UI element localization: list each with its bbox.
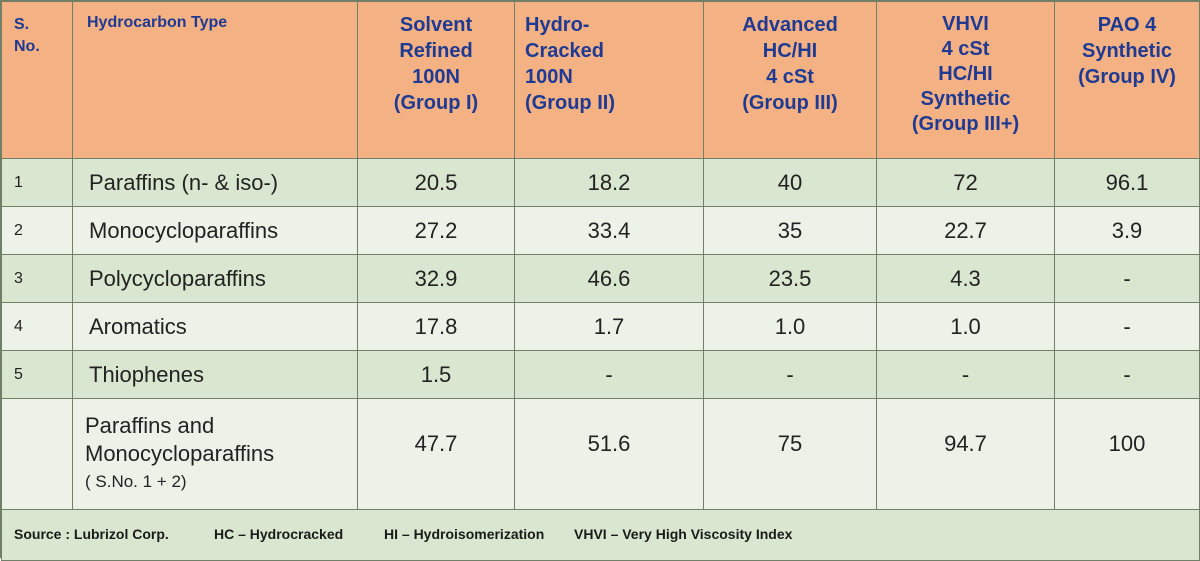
cell-group-iii-plus: 1.0 xyxy=(876,302,1055,351)
cell-group-i: 32.9 xyxy=(357,254,515,303)
cell-group-iii: 35 xyxy=(703,206,877,255)
row-sno: 2 xyxy=(1,206,73,255)
cell-group-i: 20.5 xyxy=(357,158,515,207)
row-sno: 4 xyxy=(1,302,73,351)
row-sno: 3 xyxy=(1,254,73,303)
cell-group-ii: - xyxy=(514,350,704,399)
header-line: Refined xyxy=(399,40,473,62)
table-row: 2 Monocycloparaffins 27.2 33.4 35 22.7 3… xyxy=(1,206,1200,255)
total-group-ii: 51.6 xyxy=(514,398,704,510)
cell-group-ii: 18.2 xyxy=(514,158,704,207)
header-line: (Group IV) xyxy=(1078,66,1176,88)
header-line: 4 cSt xyxy=(766,66,814,88)
row-hydrocarbon-type: Polycycloparaffins xyxy=(72,254,358,303)
footer-notes: Source : Lubrizol Corp. HC – Hydrocracke… xyxy=(1,509,1200,561)
header-line: VHVI xyxy=(942,13,989,35)
table-row: 3 Polycycloparaffins 32.9 46.6 23.5 4.3 … xyxy=(1,254,1200,303)
header-line: (Group II) xyxy=(525,92,615,114)
cell-group-iv: 96.1 xyxy=(1054,158,1200,207)
table-row: 5 Thiophenes 1.5 - - - - xyxy=(1,350,1200,399)
row-hydrocarbon-type: Monocycloparaffins xyxy=(72,206,358,255)
total-label: Paraffins and Monocycloparaffins ( S.No.… xyxy=(72,398,358,510)
cell-group-iii: 1.0 xyxy=(703,302,877,351)
header-group-iii: Advanced HC/HI 4 cSt (Group III) xyxy=(703,1,877,159)
header-group-iii-plus: VHVI 4 cSt HC/HI Synthetic (Group III+) xyxy=(876,1,1055,159)
total-group-iv: 100 xyxy=(1054,398,1200,510)
header-line: HC/HI xyxy=(762,40,818,62)
header-line: Advanced xyxy=(742,14,838,36)
header-line: (Group III) xyxy=(742,92,838,114)
footer-hc-note: HC – Hydrocracked xyxy=(214,526,344,542)
footer-source: Source : Lubrizol Corp. xyxy=(14,526,169,542)
cell-group-ii: 1.7 xyxy=(514,302,704,351)
cell-group-i: 27.2 xyxy=(357,206,515,255)
header-sno: S. No. xyxy=(1,1,73,159)
header-sno-line: S. xyxy=(14,16,30,33)
header-line: Synthetic xyxy=(920,88,1011,110)
total-label-note: ( S.No. 1 + 2) xyxy=(85,472,187,491)
header-sno-line: No. xyxy=(14,38,40,55)
header-line: 100N xyxy=(525,66,573,88)
cell-group-iv: - xyxy=(1054,254,1200,303)
cell-group-i: 17.8 xyxy=(357,302,515,351)
total-group-iii: 75 xyxy=(703,398,877,510)
total-row: Paraffins and Monocycloparaffins ( S.No.… xyxy=(1,398,1200,510)
cell-group-i: 1.5 xyxy=(357,350,515,399)
header-group-ii: Hydro- Cracked 100N (Group II) xyxy=(514,1,704,159)
header-line: 4 cSt xyxy=(941,38,990,60)
footer-hi-note: HI – Hydroisomerization xyxy=(384,526,545,542)
cell-group-iv: 3.9 xyxy=(1054,206,1200,255)
row-sno: 5 xyxy=(1,350,73,399)
header-line: PAO 4 xyxy=(1097,14,1157,36)
table-row: 4 Aromatics 17.8 1.7 1.0 1.0 - xyxy=(1,302,1200,351)
header-line: 100N xyxy=(412,66,460,88)
cell-group-iii: 40 xyxy=(703,158,877,207)
header-line: HC/HI xyxy=(938,63,993,85)
header-line: Solvent xyxy=(399,14,473,36)
total-sno xyxy=(1,398,73,510)
header-hydrocarbon-type: Hydrocarbon Type xyxy=(72,1,358,159)
row-sno: 1 xyxy=(1,158,73,207)
cell-group-iii-plus: 72 xyxy=(876,158,1055,207)
row-hydrocarbon-type: Paraffins (n- & iso-) xyxy=(72,158,358,207)
cell-group-ii: 33.4 xyxy=(514,206,704,255)
total-group-i: 47.7 xyxy=(357,398,515,510)
header-line: Cracked xyxy=(525,40,604,62)
cell-group-iii-plus: 22.7 xyxy=(876,206,1055,255)
row-hydrocarbon-type: Aromatics xyxy=(72,302,358,351)
footer-vhvi-note: VHVI – Very High Viscosity Index xyxy=(574,526,793,542)
row-hydrocarbon-type: Thiophenes xyxy=(72,350,358,399)
header-line: (Group I) xyxy=(393,92,479,114)
cell-group-iv: - xyxy=(1054,350,1200,399)
cell-group-iv: - xyxy=(1054,302,1200,351)
cell-group-iii-plus: - xyxy=(876,350,1055,399)
header-line: Hydro- xyxy=(525,14,590,36)
cell-group-iii: - xyxy=(703,350,877,399)
footer-row: Source : Lubrizol Corp. HC – Hydrocracke… xyxy=(1,509,1200,561)
cell-group-iii-plus: 4.3 xyxy=(876,254,1055,303)
header-row: S. No. Hydrocarbon Type Solvent Refined … xyxy=(1,1,1200,159)
total-label-line: Monocycloparaffins xyxy=(85,441,275,466)
total-label-line: Paraffins and xyxy=(85,413,215,438)
cell-group-ii: 46.6 xyxy=(514,254,704,303)
header-group-iv: PAO 4 Synthetic (Group IV) xyxy=(1054,1,1200,159)
header-line: (Group III+) xyxy=(911,113,1020,135)
header-group-i: Solvent Refined 100N (Group I) xyxy=(357,1,515,159)
header-line: Synthetic xyxy=(1081,40,1173,62)
cell-group-iii: 23.5 xyxy=(703,254,877,303)
table-row: 1 Paraffins (n- & iso-) 20.5 18.2 40 72 … xyxy=(1,158,1200,207)
total-group-iii-plus: 94.7 xyxy=(876,398,1055,510)
